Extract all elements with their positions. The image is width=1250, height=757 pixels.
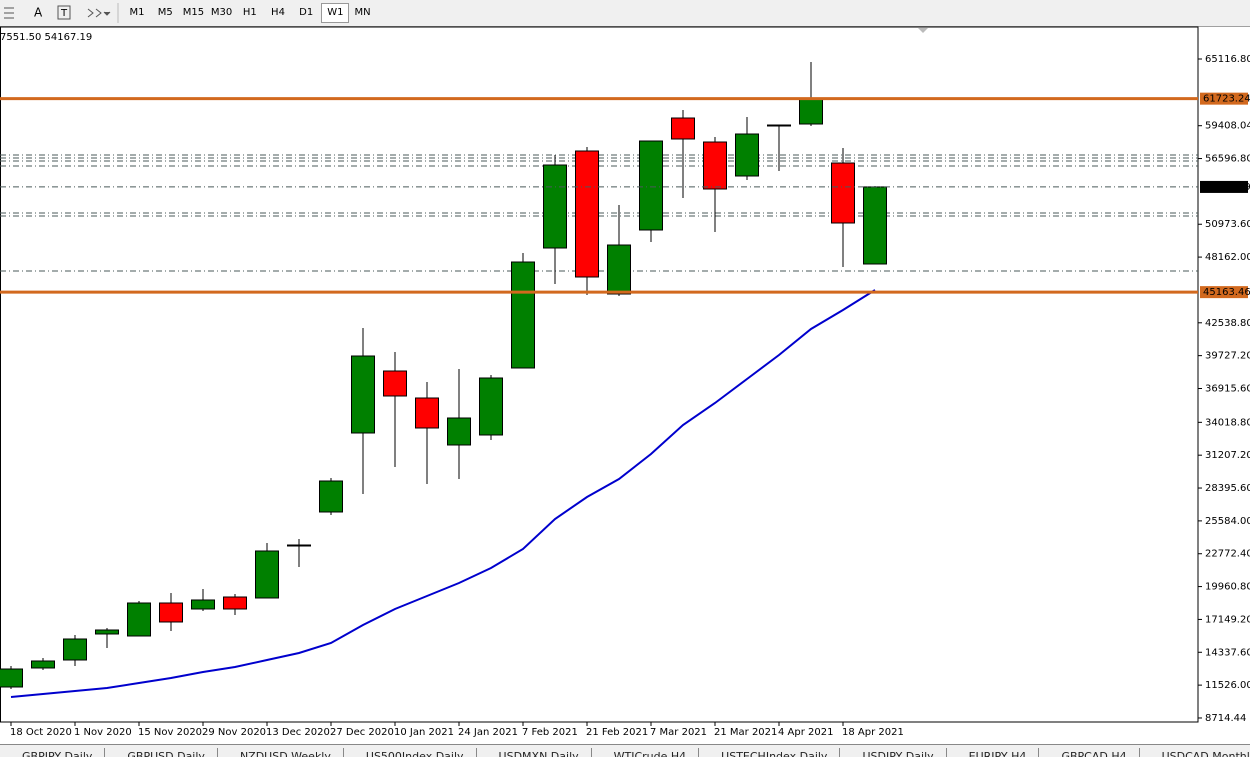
toolbar: A T M1 M5 M15 M30 H1 H4 D1 W1 MN (0, 0, 1250, 27)
timeframe-button[interactable]: H4 (271, 7, 285, 18)
toolbar-icons: A T (4, 3, 119, 23)
chart-tab[interactable]: USTECHIndex,Daily (699, 748, 841, 757)
x-tick-label: 4 Apr 2021 (778, 727, 833, 738)
chart-tab[interactable]: GBPUSD,Daily (105, 748, 218, 757)
scroll-marker (918, 28, 928, 33)
y-tick-label: 11526.00 (1205, 680, 1250, 691)
y-tick-label: 22772.40 (1205, 549, 1250, 560)
candle-body (607, 244, 631, 295)
svg-text:T: T (60, 8, 68, 19)
x-tick-label: 24 Jan 2021 (458, 727, 518, 738)
candle-body (255, 550, 279, 599)
candle-body (191, 599, 215, 610)
y-tick-label: 19960.80 (1205, 582, 1250, 593)
price-level-label: 61723.24 (1203, 94, 1250, 105)
chart-tab[interactable]: GBPJPY,Daily (0, 748, 106, 757)
candle-body (767, 124, 791, 127)
y-tick-label: 28395.60 (1205, 483, 1250, 494)
candle-body (575, 150, 599, 278)
chart-tab[interactable]: NZDUSD,Weekly (218, 748, 344, 757)
x-tick-label: 7 Mar 2021 (650, 727, 707, 738)
x-tick-label: 27 Dec 2020 (330, 727, 394, 738)
candle-body (415, 397, 439, 429)
price-level-box (1200, 286, 1248, 299)
chart-tab[interactable]: USDJPY,Daily (840, 748, 947, 757)
y-tick-label: 42538.80 (1205, 318, 1250, 329)
candle-body (351, 355, 375, 434)
candle-body (63, 638, 87, 661)
y-tick-label: 25584.00 (1205, 516, 1250, 527)
candle-body (0, 668, 23, 688)
y-tick-label: 65116.80 (1205, 54, 1250, 65)
y-tick-label: 34018.80 (1205, 417, 1250, 428)
chart-tab[interactable]: GBPCAD,H4 (1039, 748, 1140, 757)
x-tick-label: 29 Nov 2020 (202, 727, 266, 738)
x-tick-label: 1 Nov 2020 (74, 727, 132, 738)
candle-body (479, 377, 503, 436)
candle-body (447, 417, 471, 446)
chart-tab[interactable]: US500Index,Daily (344, 748, 477, 757)
candle-body (511, 261, 535, 369)
moving-average (10, 289, 876, 698)
x-tick-label: 18 Apr 2021 (842, 727, 904, 738)
timeframe-button[interactable]: W1 (321, 3, 350, 23)
price-level-label: 54167.19 (1203, 182, 1250, 193)
candle-body (863, 186, 887, 265)
timeframe-button[interactable]: MN (354, 7, 371, 18)
chart-tab[interactable]: USDCAD,Monthly (1140, 748, 1250, 757)
timeframe-button[interactable]: D1 (299, 7, 314, 18)
candle-body (319, 480, 343, 513)
chart: 7551.50 54167.19 65116.80 59408.04 56596.8… (0, 26, 1250, 738)
candle-body (127, 602, 151, 637)
y-tick-label: 56596.80 (1205, 154, 1250, 165)
y-tick-label: 17149.20 (1205, 614, 1250, 625)
y-tick-label: 39727.20 (1205, 351, 1250, 362)
timeframe-button[interactable]: M15 (182, 7, 205, 18)
chart-tab[interactable]: EURJPY,H4 (947, 748, 1040, 757)
candle-body (223, 596, 247, 610)
x-tick-label: 13 Dec 2020 (266, 727, 330, 738)
price-level-box (1200, 180, 1248, 193)
x-tick-label: 10 Jan 2021 (394, 727, 454, 738)
candle-body (287, 544, 311, 547)
candle-body (159, 602, 183, 623)
chart-tab[interactable]: USDMXN,Daily (477, 748, 592, 757)
candle-body (95, 629, 119, 635)
price-level-box (1200, 92, 1248, 105)
y-tick-label: 50973.60 (1205, 219, 1250, 230)
timeframe-button[interactable]: M1 (129, 7, 145, 18)
y-tick-label: 48162.00 (1205, 252, 1250, 263)
x-tick-label: 7 Feb 2021 (522, 727, 578, 738)
candle-body (671, 117, 695, 140)
candle-body (543, 164, 567, 249)
timeframe-button[interactable]: M30 (210, 7, 233, 18)
y-tick-label: 36915.60 (1205, 383, 1250, 394)
candle-body (831, 162, 855, 224)
candle-body (383, 370, 407, 397)
x-tick-label: 18 Oct 2020 (10, 727, 72, 738)
timeframe-button[interactable]: M5 (157, 7, 173, 18)
x-tick-label: 15 Nov 2020 (138, 727, 202, 738)
svg-text:A: A (34, 6, 43, 20)
x-tick-label: 21 Mar 2021 (714, 727, 777, 738)
timeframe-button[interactable]: H1 (242, 7, 257, 18)
y-tick-label: 59408.04 (1205, 121, 1250, 132)
candle-body (703, 141, 727, 190)
candle-body (31, 660, 55, 669)
candle-body (735, 133, 759, 177)
tabs: GBPJPY,Daily GBPUSD,Daily NZDUSD,Weekly US5… (0, 744, 1250, 757)
candle-body (639, 140, 663, 231)
y-tick-label: 14337.60 (1205, 647, 1250, 658)
price-level-label: 45163.46 (1203, 287, 1250, 298)
info-text: 7551.50 54167.19 (0, 32, 92, 43)
y-tick-label: 31207.20 (1205, 450, 1250, 461)
chart-tab[interactable]: WTICrude,H4 (592, 748, 700, 757)
y-tick-label: 8714.44 (1205, 713, 1246, 724)
plot-frame (0, 26, 1199, 723)
x-tick-label: 21 Feb 2021 (586, 727, 648, 738)
candle-body (799, 98, 823, 125)
